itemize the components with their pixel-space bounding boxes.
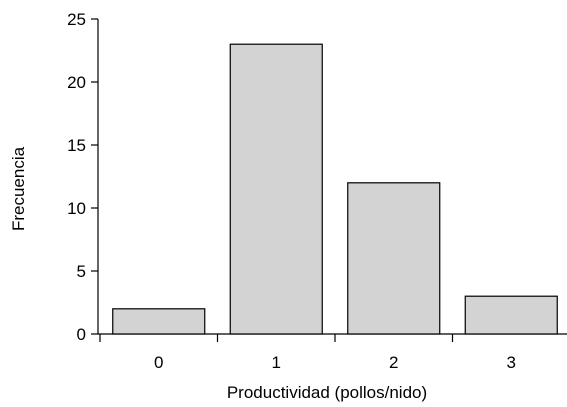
y-axis: 0 5 10 15 20 25 [67,10,99,344]
x-tick-label: 2 [389,353,398,372]
y-tick-label: 5 [77,262,86,281]
bar-2 [347,182,441,335]
x-axis-title: Productividad (pollos/nido) [227,383,427,402]
x-tick-label: 0 [154,353,163,372]
bars [112,43,558,335]
x-tick-label: 3 [507,353,516,372]
y-tick-label: 10 [67,199,86,218]
bar-1 [229,43,323,335]
bar-0 [112,308,206,335]
x-tick-label: 1 [272,353,281,372]
bar-3 [464,295,558,335]
y-tick-label: 20 [67,73,86,92]
y-axis-title: Frecuencia [9,146,28,231]
y-tick-label: 0 [77,325,86,344]
y-tick-label: 15 [67,136,86,155]
x-axis: 0 1 2 3 [98,333,567,372]
y-tick-label: 25 [67,10,86,29]
